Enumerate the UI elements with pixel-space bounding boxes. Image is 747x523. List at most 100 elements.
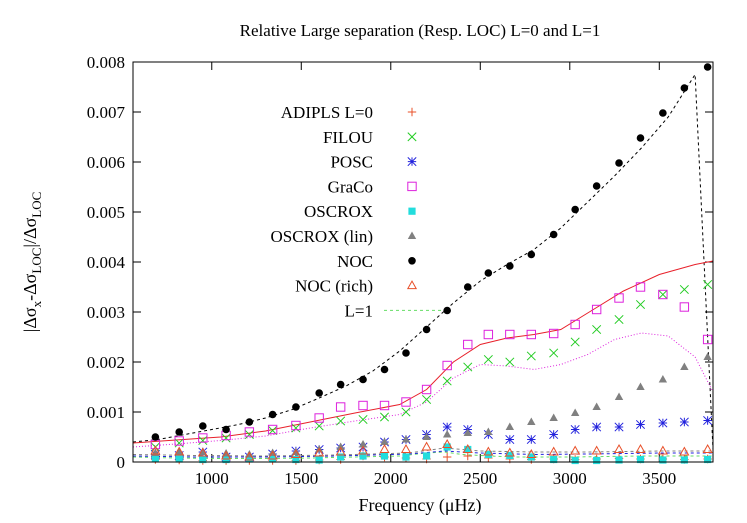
point-oscrox (636, 455, 645, 464)
series-noc-rich (150, 438, 713, 461)
legend-item-noc-rich: NOC (rich) (295, 277, 418, 296)
point-noc-rich (335, 446, 346, 456)
y-axis-title-part-e: |/Δσ (20, 217, 40, 247)
point-oscrox (245, 455, 253, 463)
point-posc (526, 434, 536, 445)
point-noc-rich (267, 450, 278, 460)
point-oscrox (422, 452, 431, 460)
legend-label: ADIPLS L=0 (281, 103, 373, 122)
point-posc (442, 422, 452, 432)
point-oscrox-lin (358, 440, 368, 448)
legend-item-noc: NOC (337, 252, 416, 271)
point-graco (267, 424, 278, 435)
legend-label: POSC (330, 153, 373, 172)
point-filou (379, 412, 390, 422)
point-posc (592, 422, 602, 432)
point-oscrox-lin (570, 408, 580, 416)
point-filou (244, 429, 254, 440)
point-graco (442, 360, 452, 371)
y-tick-label: 0.004 (87, 253, 126, 272)
point-noc-rich (526, 448, 537, 458)
point-noc (222, 425, 230, 434)
x-tick-label: 2000 (374, 469, 408, 488)
point-filou (679, 284, 689, 295)
point-posc (635, 419, 646, 430)
point-noc (703, 63, 712, 71)
line-noc-l-1 (132, 72, 714, 450)
point-noc (592, 182, 601, 190)
point-graco (548, 328, 559, 339)
legend-swatch (407, 181, 417, 192)
point-graco (658, 289, 668, 300)
legend-label: OSCROX (lin) (271, 227, 373, 246)
point-oscrox (315, 456, 323, 464)
point-oscrox (337, 453, 345, 461)
point-oscrox-lin (614, 392, 624, 400)
legend-item-oscrox-lin: OSCROX (lin) (271, 227, 417, 246)
legend-swatch (408, 257, 416, 265)
x-tick-label: 1000 (195, 469, 229, 488)
point-filou (401, 407, 411, 417)
point-noc-rich (635, 443, 646, 453)
legend-label: L=1 (345, 301, 373, 320)
y-axis-title-part-d: LOC (29, 248, 44, 274)
point-noc-rich (290, 448, 301, 458)
point-oscrox (175, 455, 183, 463)
point-oscrox-lin (484, 427, 493, 435)
legend: ADIPLS L=0 FILOU POSC GraCo OSCROX OSCROX (li… (271, 103, 442, 320)
point-oscrox-lin (221, 449, 231, 457)
point-noc (615, 159, 623, 167)
x-tick-label: 3500 (642, 469, 676, 488)
legend-item-adipls-l-0: ADIPLS L=0 (281, 103, 417, 122)
y-tick-label: 0.006 (87, 153, 125, 172)
point-graco (358, 400, 368, 411)
line-graco-l-1 (132, 332, 714, 448)
point-oscrox (402, 453, 410, 461)
point-oscrox (593, 456, 601, 465)
point-noc-rich (150, 445, 161, 455)
point-oscrox (359, 452, 367, 460)
point-filou (526, 351, 536, 361)
point-graco (635, 282, 646, 292)
point-oscrox (615, 456, 623, 464)
point-noc-rich (702, 443, 713, 453)
point-graco (244, 427, 255, 437)
point-noc-rich (400, 443, 412, 453)
point-noc-rich (504, 447, 515, 457)
point-noc (527, 250, 536, 259)
point-posc (614, 422, 624, 432)
point-graco (679, 302, 690, 312)
line-posc-l-1 (132, 450, 713, 458)
legend-item-oscrox: OSCROX (304, 202, 416, 221)
point-noc (245, 418, 254, 426)
point-noc (336, 380, 345, 389)
point-graco (505, 329, 515, 340)
legend-label: GraCo (328, 177, 373, 196)
point-oscrox-lin (680, 362, 689, 370)
point-noc-rich (442, 438, 453, 448)
line-filou-l-1 (132, 260, 714, 444)
point-oscrox-lin (658, 375, 668, 383)
point-noc-rich (679, 446, 690, 456)
ticks-layer: 1000 1500 2000 2500 3000 3500 0 0.001 0.002 0.003… (87, 53, 713, 488)
point-noc-rich (314, 447, 325, 457)
point-oscrox (199, 455, 207, 464)
y-axis-title-part-a: |Δσ (20, 307, 40, 332)
point-noc (636, 134, 645, 142)
point-oscrox (680, 456, 688, 464)
point-graco (483, 329, 494, 340)
x-tick-label: 1500 (284, 469, 318, 488)
point-graco (291, 420, 301, 431)
point-graco (401, 397, 411, 407)
legend-label: NOC (rich) (295, 277, 373, 296)
point-oscrox (380, 452, 389, 460)
point-oscrox-lin (422, 432, 431, 440)
point-filou (635, 299, 646, 310)
point-noc (380, 365, 389, 374)
point-graco (174, 436, 184, 446)
point-noc-rich (591, 445, 602, 455)
point-noc-rich (462, 443, 473, 453)
point-noc-rich (244, 451, 255, 461)
point-graco (570, 319, 580, 330)
